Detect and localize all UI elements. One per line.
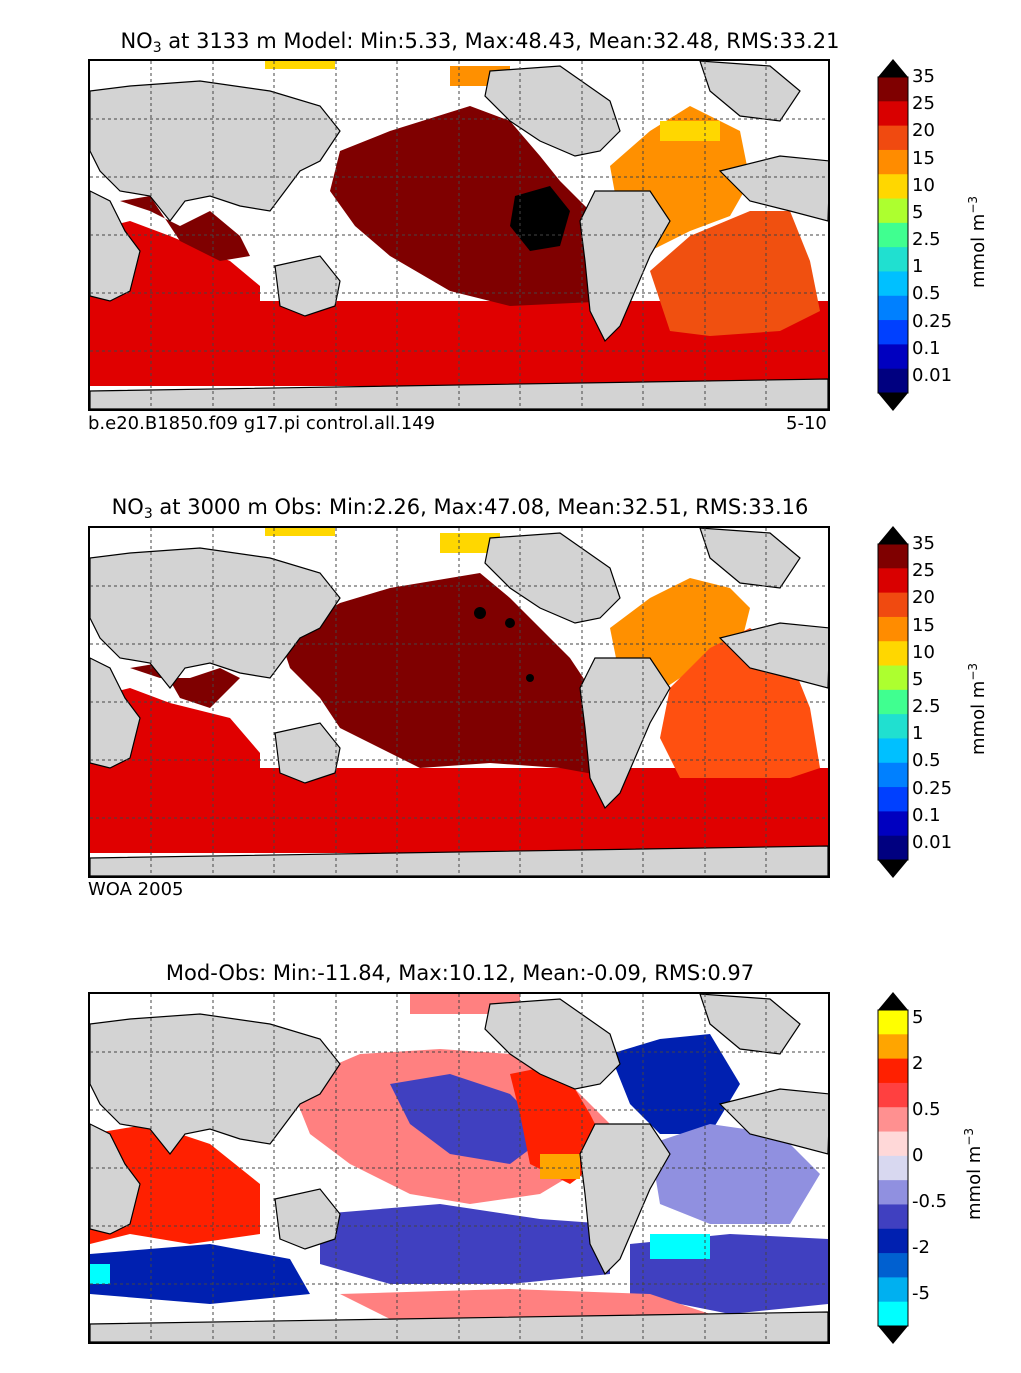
colorbar-segment xyxy=(878,1204,908,1230)
colorbar-tick-label: 0.5 xyxy=(912,1099,941,1120)
colorbar-tick-label: 20 xyxy=(912,587,935,609)
colorbar-segment xyxy=(878,174,908,200)
colorbar-segment xyxy=(878,616,908,642)
colorbar-segment xyxy=(878,1277,908,1303)
colorbar-tick-label: 5 xyxy=(912,1007,924,1028)
colorbar-segment xyxy=(878,689,908,715)
colorbar-tick-label: 1 xyxy=(912,723,924,745)
caption-case-name: b.e20.B1850.f09 g17.pi control.all.149 xyxy=(88,413,436,434)
colorbar-tick-label: 25 xyxy=(912,560,935,582)
colorbar-tick-label: 1 xyxy=(912,256,924,278)
colorbar-segment xyxy=(878,368,908,394)
colorbar-segment xyxy=(878,1155,908,1181)
colorbar-tick-label: 0.1 xyxy=(912,337,941,359)
colorbar-bottom-arrow xyxy=(878,860,908,878)
colorbar-tick-label: 20 xyxy=(912,120,935,142)
colorbar-segment xyxy=(878,1010,908,1035)
colorbar-segment xyxy=(878,1058,908,1084)
units-label: mmol m−3 xyxy=(966,195,989,288)
colorbar-segment xyxy=(878,271,908,297)
colorbar-tick-label: 2.5 xyxy=(912,696,941,718)
colorbar-tick-label: 10 xyxy=(912,174,935,196)
colorbar-segment xyxy=(878,344,908,370)
colorbar-tick-label: -2 xyxy=(912,1237,930,1258)
colorbar xyxy=(877,992,909,1344)
colorbar-tick-label: 0 xyxy=(912,1145,924,1166)
colorbar-tick-label: -5 xyxy=(912,1283,930,1304)
colorbar-tick-label: 0.01 xyxy=(912,832,953,853)
colorbar-tick-label: -0.5 xyxy=(912,1191,948,1212)
colorbar-tick-label: 0.25 xyxy=(912,310,953,332)
colorbar-segment xyxy=(878,1131,908,1157)
colorbar-top-arrow xyxy=(878,992,908,1010)
colorbar-segment xyxy=(878,295,908,321)
colorbar-segment xyxy=(878,544,908,569)
colorbar-tick-label: 15 xyxy=(912,147,935,169)
map-model xyxy=(88,59,830,411)
colorbar-segment xyxy=(878,738,908,764)
colorbar-segment xyxy=(878,1301,908,1327)
colorbar-tick-label: 5 xyxy=(912,668,924,690)
colorbar-tick-label: 35 xyxy=(912,533,935,554)
colorbar-tick-label: 35 xyxy=(912,66,935,87)
colorbar-segment xyxy=(878,714,908,739)
colorbar-segment xyxy=(878,665,908,691)
colorbar-segment xyxy=(878,568,908,594)
panel-title: NO3 at 3133 m Model: Min:5.33, Max:48.43… xyxy=(120,29,840,56)
colorbar-tick-label: 0.1 xyxy=(912,804,941,826)
caption-source: WOA 2005 xyxy=(88,879,184,900)
map-difference xyxy=(88,992,830,1344)
colorbar-top-arrow xyxy=(878,526,908,544)
colorbar-segment xyxy=(878,125,908,151)
colorbar-segment xyxy=(878,101,908,127)
colorbar-segment xyxy=(878,787,908,812)
colorbar-segment xyxy=(878,320,908,345)
colorbar-tick-label: 2.5 xyxy=(912,229,941,251)
colorbar-bottom-arrow xyxy=(878,393,908,411)
colorbar-tick-label: 10 xyxy=(912,641,935,663)
colorbar-segment xyxy=(878,149,908,175)
caption-years: 5-10 xyxy=(786,413,827,434)
colorbar-tick-label: 0.5 xyxy=(912,283,941,305)
panel-title: NO3 at 3000 m Obs: Min:2.26, Max:47.08, … xyxy=(111,495,809,522)
units-label: mmol m−3 xyxy=(962,1127,985,1220)
colorbar-tick-label: 0.25 xyxy=(912,777,953,799)
colorbar-tick-label: 5 xyxy=(912,201,924,223)
colorbar-top-arrow xyxy=(878,59,908,77)
colorbar-segment xyxy=(878,1253,908,1278)
colorbar-segment xyxy=(878,1228,908,1254)
colorbar-segment xyxy=(878,198,908,224)
panel-title: Mod-Obs: Min:-11.84, Max:10.12, Mean:-0.… xyxy=(165,961,755,985)
colorbar-segment xyxy=(878,1082,908,1108)
colorbar-tick-label: 25 xyxy=(912,93,935,115)
colorbar-tick-label: 15 xyxy=(912,614,935,636)
colorbar-segment xyxy=(878,811,908,837)
colorbar-segment xyxy=(878,77,908,102)
colorbar-segment xyxy=(878,592,908,618)
colorbar-bottom-arrow xyxy=(878,1326,908,1344)
colorbar-segment xyxy=(878,835,908,861)
colorbar-segment xyxy=(878,641,908,667)
colorbar-tick-label: 0.01 xyxy=(912,365,953,386)
colorbar-segment xyxy=(878,222,908,248)
colorbar-segment xyxy=(878,1034,908,1060)
colorbar-segment xyxy=(878,1107,908,1133)
colorbar-tick-label: 0.5 xyxy=(912,750,941,772)
colorbar-segment xyxy=(878,1180,908,1205)
map-obs xyxy=(88,526,830,878)
colorbar xyxy=(877,59,909,411)
units-label: mmol m−3 xyxy=(966,662,989,755)
colorbar-tick-label: 2 xyxy=(912,1053,924,1074)
colorbar-segment xyxy=(878,762,908,788)
colorbar xyxy=(877,526,909,878)
colorbar-segment xyxy=(878,247,908,272)
